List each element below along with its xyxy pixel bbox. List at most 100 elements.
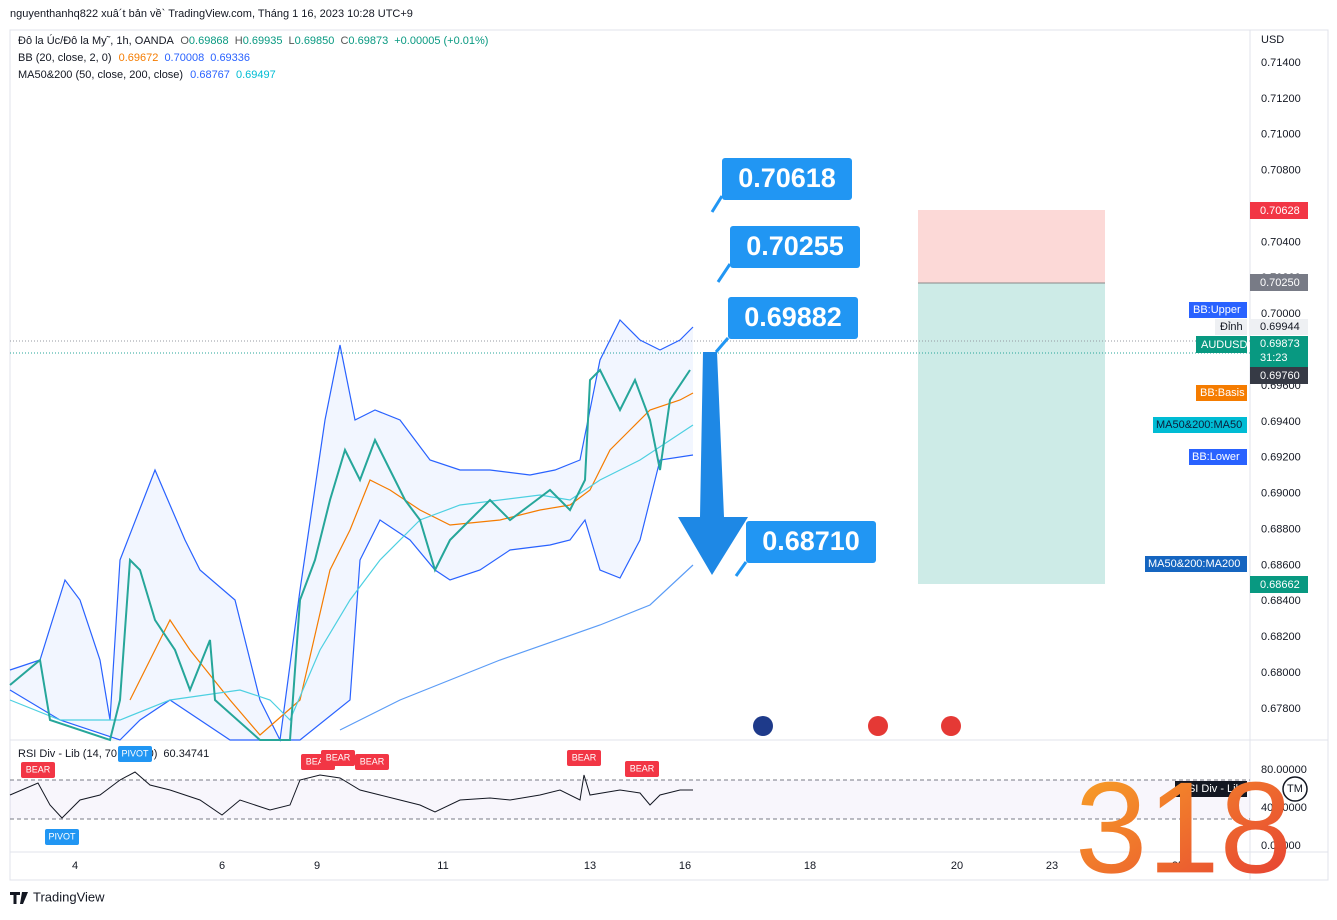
entry-tag: 0.70250	[1260, 277, 1300, 289]
event-flag[interactable]	[753, 716, 773, 736]
target-tag: 0.68662	[1260, 579, 1300, 591]
signal-bg	[355, 754, 389, 770]
author-line: nguyenthanhq822 xuâ´t bản về` TradingVie…	[10, 8, 413, 20]
ma-value: 0.69497	[236, 69, 276, 81]
time-tick-label: 9	[314, 860, 320, 872]
price-tick-label: 0.68000	[1261, 667, 1301, 679]
signal-label: BEAR	[630, 763, 655, 773]
bb-lower-tag: BB:Lower	[1192, 451, 1240, 463]
time-tick-label: 18	[804, 860, 816, 872]
callout-label: 0.69882	[744, 302, 842, 332]
bb-name: BB (20, close, 2, 0)	[18, 52, 112, 64]
stop-zone	[918, 210, 1105, 283]
rsi-tick-label: 40.00000	[1261, 802, 1307, 814]
tag-bg	[1215, 319, 1247, 335]
ohlc-label: H	[235, 35, 243, 47]
basis-value-tag: 0.69760	[1260, 370, 1300, 382]
stop-tag: 0.70628	[1260, 205, 1300, 217]
tag-bg	[1250, 367, 1308, 384]
ma-legend: MA50&200 (50, close, 200, close) 0.68767…	[18, 69, 276, 81]
rsi-axis: 80.00000 40.00000 0.00000	[1261, 764, 1307, 852]
price-tick-label: 0.71200	[1261, 93, 1301, 105]
ma-name: MA50&200 (50, close, 200, close)	[18, 69, 183, 81]
price-tick-label: 0.68200	[1261, 631, 1301, 643]
peak-label: Đỉnh	[1220, 321, 1243, 333]
time-tick-label: 25	[1172, 860, 1184, 872]
symbol-name: Đô la Úc/Đô la My˜, 1h, OANDA	[18, 34, 175, 47]
time-tick-label: 4	[72, 860, 78, 872]
signal-label: PIVOT	[121, 748, 149, 758]
signal-label: PIVOT	[48, 831, 76, 841]
tag-bg	[1250, 202, 1308, 219]
tag-bg	[1250, 274, 1308, 291]
price-path	[9, 368, 691, 742]
tag-bg	[1250, 319, 1308, 335]
ohlc-value: 0.69850	[295, 35, 335, 47]
symbol: Đô la Úc/Đô la My˜, 1h, OANDA O0.69868 H…	[18, 34, 488, 47]
ohlc-label: L	[289, 35, 295, 47]
ohlc-label: O	[180, 35, 189, 47]
bb-basis-tag: BB:Basis	[1200, 387, 1245, 399]
signal-bg	[118, 746, 152, 762]
rsi-title: RSI Div - Lib (14, 70, 30, 90) 60.34741	[18, 748, 209, 760]
callout: 0.70618	[710, 158, 852, 213]
price-tick-label: 0.67800	[1261, 703, 1301, 715]
badge-ring	[1282, 776, 1308, 802]
callout-label: 0.68710	[762, 526, 860, 556]
symbol-tag: AUDUSD	[1201, 339, 1248, 351]
last-tag: 0.69873	[1260, 338, 1300, 350]
time-axis: 4 6 9 11 13 16 18 20 23 25	[72, 860, 1184, 872]
ohlc-value: 0.69868	[189, 35, 229, 47]
ma50-tag: MA50&200:MA50	[1156, 419, 1242, 431]
price-tick-label: 0.69400	[1261, 416, 1301, 428]
event-flag[interactable]	[868, 716, 888, 736]
badge: TM	[1287, 783, 1303, 795]
time-tick-label: 11	[437, 860, 448, 872]
signal-label: BEAR	[572, 752, 597, 762]
ma200-tag: MA50&200:MA200	[1148, 558, 1240, 570]
ohlc-value: 0.69873	[348, 35, 388, 47]
event-flag[interactable]	[941, 716, 961, 736]
signal-label: BEAR	[326, 752, 351, 762]
bb-basis	[129, 392, 694, 736]
change: +0.00005 (+0.01%)	[394, 35, 488, 47]
price-tick-label: 0.69200	[1261, 452, 1301, 464]
signal-bg	[567, 750, 601, 766]
price-tick-label: 0.68600	[1261, 559, 1301, 571]
rsi-line	[9, 771, 693, 819]
signal-bg	[625, 761, 659, 777]
signal-label: BEAR	[360, 756, 385, 766]
signal-bg	[321, 750, 355, 766]
callout: 0.69882	[714, 297, 858, 353]
rsi-tick-label: 80.00000	[1261, 764, 1307, 776]
price-tick-label: 0.68800	[1261, 523, 1301, 535]
frame	[9, 29, 1329, 881]
signal-label: BEAR	[306, 756, 331, 766]
price-tick-label: 0.70800	[1261, 165, 1301, 177]
tag-bg	[1189, 302, 1247, 318]
price-tick-label: 0.68400	[1261, 595, 1301, 607]
bb-fill	[10, 320, 693, 740]
callout: 0.70255	[716, 226, 860, 283]
tag-bg	[1175, 781, 1247, 797]
currency: USD	[1261, 34, 1284, 46]
time-tick-label: 23	[1046, 860, 1058, 872]
legend: Đô la Úc/Đô la My˜, 1h, OANDA O0.69868 H…	[18, 34, 488, 81]
ma200	[339, 564, 694, 731]
price-tick-label: 0.71400	[1261, 57, 1301, 69]
price-tick-label: 0.71000	[1261, 129, 1301, 141]
tag-bg	[1196, 385, 1247, 401]
tag-bg	[1196, 336, 1247, 353]
time-tick-label: 13	[584, 860, 596, 872]
tag-bg	[1250, 576, 1308, 593]
brand: TradingView	[33, 889, 105, 904]
bb-upper-tag: BB:Upper	[1193, 304, 1241, 316]
tv-logo	[10, 892, 28, 904]
tag-bg	[1153, 417, 1247, 433]
price-tick-label: 0.69000	[1261, 488, 1301, 500]
bb-lower	[9, 454, 694, 741]
signal-bg	[21, 762, 55, 778]
